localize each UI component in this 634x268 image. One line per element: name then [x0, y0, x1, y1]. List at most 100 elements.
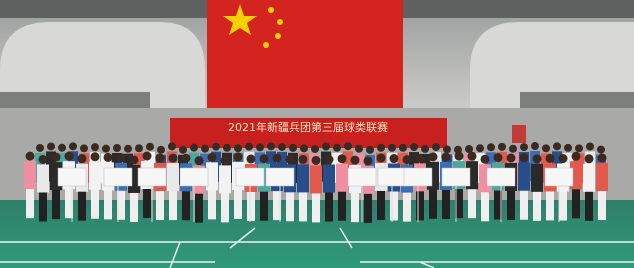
page: 2021年新疆兵团第三届球类联赛 (() => { const data = J…: [0, 0, 634, 268]
person-legs: [429, 189, 437, 219]
person-head: [443, 145, 451, 153]
person-head: [245, 143, 253, 151]
person-head: [377, 144, 385, 152]
person-head: [322, 143, 330, 151]
person-legs: [130, 192, 138, 222]
person-head: [143, 152, 152, 161]
person-legs: [533, 191, 541, 221]
person-legs: [416, 190, 424, 220]
person-head: [507, 153, 516, 162]
person-head: [390, 154, 399, 163]
flag-star: [263, 42, 269, 48]
person-body: [336, 164, 348, 192]
held-sign: [104, 168, 132, 186]
person-body: [297, 164, 309, 192]
person-head: [195, 156, 204, 165]
person-head: [234, 152, 243, 161]
person-head: [403, 155, 412, 164]
person-head: [564, 144, 572, 152]
person-head: [117, 153, 126, 162]
person-legs: [52, 189, 60, 219]
person-head: [351, 156, 360, 165]
person-legs: [78, 191, 86, 221]
person-legs: [286, 191, 294, 221]
person-legs: [481, 191, 489, 221]
person-head: [104, 153, 113, 162]
person-legs: [546, 190, 554, 220]
person-body: [518, 163, 530, 191]
person-head: [399, 144, 407, 152]
person-head: [531, 142, 539, 150]
held-sign: [180, 168, 208, 186]
person-head: [168, 142, 176, 150]
held-sign: [266, 168, 294, 186]
person-legs: [169, 190, 177, 220]
person-head: [36, 144, 44, 152]
right-beam: [520, 92, 634, 108]
person-head: [559, 154, 568, 163]
person-legs: [260, 191, 268, 221]
person-head: [597, 146, 605, 154]
person-legs: [442, 189, 450, 219]
person-body: [37, 164, 49, 192]
person-head: [325, 155, 334, 164]
person-head: [312, 156, 321, 165]
banner-text: 2021年新疆兵团第三届球类联赛: [228, 120, 388, 134]
person-legs: [338, 191, 346, 221]
held-sign: [404, 168, 432, 186]
person-legs: [208, 189, 216, 219]
person-head: [586, 143, 594, 151]
person-head: [113, 144, 121, 152]
person-head: [364, 156, 373, 165]
person-head: [247, 155, 256, 164]
person-head: [416, 154, 425, 163]
person-body: [596, 163, 608, 191]
person-legs: [585, 191, 593, 221]
left-beam: [0, 92, 150, 108]
person-head: [487, 143, 495, 151]
person-head: [65, 152, 74, 161]
person-body: [310, 165, 322, 193]
person-head: [498, 143, 506, 151]
person-body: [24, 161, 36, 189]
person-head: [598, 154, 607, 163]
person-head: [221, 156, 230, 165]
person-head: [260, 154, 269, 163]
wall-sign: [512, 125, 526, 143]
person-legs: [39, 191, 47, 221]
person-head: [377, 153, 386, 162]
person-head: [289, 144, 297, 152]
person-head: [432, 143, 440, 151]
held-sign: [378, 168, 406, 186]
flag-star: [275, 33, 281, 39]
person-head: [572, 152, 581, 161]
person-legs: [572, 188, 580, 218]
person-head: [256, 143, 264, 151]
person-legs: [325, 192, 333, 222]
person-body: [323, 165, 335, 193]
person-legs: [403, 192, 411, 222]
person-head: [388, 144, 396, 152]
person-head: [223, 144, 231, 152]
person-head: [476, 144, 484, 152]
person-head: [47, 142, 55, 150]
person-legs: [156, 190, 164, 220]
person-head: [267, 142, 275, 150]
person-head: [311, 145, 319, 153]
person-legs: [143, 188, 151, 218]
person-head: [299, 155, 308, 164]
person-legs: [377, 190, 385, 220]
person-head: [278, 143, 286, 151]
person-legs: [312, 192, 320, 222]
person-head: [179, 146, 187, 154]
person-head: [156, 154, 165, 163]
person-head: [91, 152, 100, 161]
person-legs: [247, 191, 255, 221]
flag-star: [277, 19, 283, 25]
person-head: [201, 145, 209, 153]
person-legs: [351, 192, 359, 222]
person-head: [157, 146, 165, 154]
person-head: [442, 153, 451, 162]
held-sign: [487, 168, 515, 186]
held-sign: [348, 168, 376, 186]
